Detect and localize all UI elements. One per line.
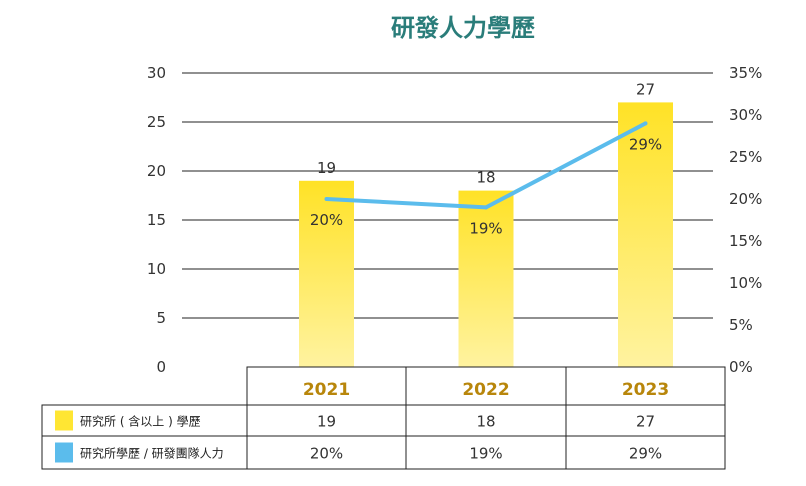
left-tick-label: 10: [147, 260, 166, 278]
table-cell: 18: [476, 413, 495, 431]
bar-value-label: 19: [317, 159, 336, 177]
category-label: 2023: [622, 380, 669, 400]
left-axis: 0 5 10 15 20 25 30: [147, 64, 166, 376]
legend-swatch: [55, 410, 73, 431]
right-axis: 0% 5% 10% 15% 20% 25% 30% 35%: [729, 64, 762, 376]
left-tick-label: 25: [147, 113, 166, 131]
right-tick-label: 35%: [729, 64, 762, 82]
table-cell: 19: [317, 413, 336, 431]
bar-value-label: 27: [636, 80, 655, 98]
table-cell: 29%: [629, 445, 662, 463]
data-table: 2021 2022 2023 研究所 ( 含以上 ) 學歷 19 18 27 研究所學歷 / …: [41, 366, 726, 470]
bar-value-label: 18: [476, 169, 495, 187]
table-body-box: [41, 404, 726, 470]
line-value-label: 19%: [469, 219, 502, 237]
category-label: 2021: [303, 380, 350, 400]
line-point: [324, 197, 329, 201]
table-cell: 19%: [469, 445, 502, 463]
right-tick-label: 30%: [729, 106, 762, 124]
left-tick-label: 20: [147, 162, 166, 180]
right-tick-label: 25%: [729, 148, 762, 166]
left-tick-label: 0: [156, 358, 166, 376]
line-series: 20% 19% 29%: [310, 121, 662, 237]
bar-2023: [618, 102, 673, 368]
table-row-label: 研究所 ( 含以上 ) 學歷: [80, 414, 201, 429]
left-tick-label: 15: [147, 211, 166, 229]
table-cell: 27: [636, 413, 655, 431]
line-value-label: 29%: [629, 135, 662, 153]
right-tick-label: 5%: [729, 316, 753, 334]
left-tick-label: 30: [147, 64, 166, 82]
line-point: [643, 121, 648, 126]
table-cell: 20%: [310, 445, 343, 463]
category-label: 2022: [462, 380, 509, 400]
left-tick-label: 5: [156, 309, 166, 327]
line-value-label: 20%: [310, 211, 343, 229]
table-row-label: 研究所學歷 / 研發團隊人力: [80, 446, 224, 461]
bar-2021: [299, 180, 354, 367]
legend-swatch: [55, 442, 73, 463]
right-tick-label: 15%: [729, 232, 762, 250]
bar-series: 19 18 27: [299, 80, 673, 368]
line-point: [484, 205, 488, 210]
chart-title: 研發人力學歷: [391, 14, 535, 42]
right-tick-label: 0%: [729, 358, 753, 376]
bar-2022: [458, 190, 514, 367]
right-tick-label: 10%: [729, 274, 762, 292]
right-tick-label: 20%: [729, 190, 762, 208]
